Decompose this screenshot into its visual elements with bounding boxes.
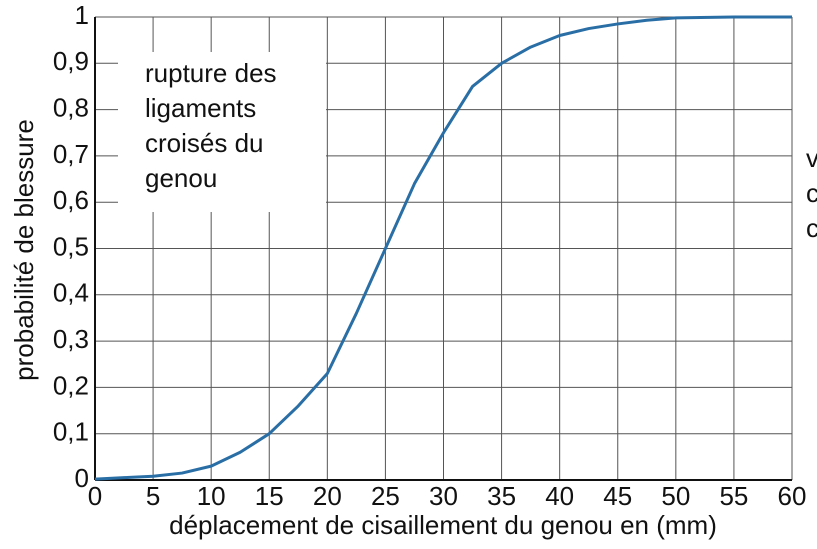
x-tick-label: 35 (487, 481, 516, 511)
annotation: ligaments (145, 93, 256, 123)
side-text: v (806, 143, 817, 173)
y-tick-label: 0,1 (53, 417, 89, 447)
x-tick-label: 45 (603, 481, 632, 511)
side-text: c (806, 178, 817, 208)
y-tick-label: 0,4 (53, 278, 89, 308)
x-tick-label: 15 (255, 481, 284, 511)
x-tick-label: 20 (313, 481, 342, 511)
x-tick-label: 0 (88, 481, 102, 511)
annotation: genou (145, 163, 217, 193)
annotation: croisés du (145, 128, 264, 158)
curve (94, 15, 792, 481)
annotation: rupture des (145, 58, 277, 88)
x-tick-label: 30 (429, 481, 458, 511)
y-tick-label: 0,7 (53, 139, 89, 169)
x-tick-label: 25 (371, 481, 400, 511)
side-text: c (806, 213, 817, 243)
x-tick-label: 55 (719, 481, 748, 511)
annotation-box (118, 52, 326, 212)
y-tick-label: 0,3 (53, 324, 89, 354)
x-tick-label: 10 (197, 481, 226, 511)
y-axis-label: probabilité de blessure (9, 119, 39, 381)
y-tick-label: 0 (75, 463, 89, 493)
y-tick-label: 0,9 (53, 46, 89, 76)
x-tick-label: 60 (778, 481, 807, 511)
y-tick-label: 0,5 (53, 231, 89, 261)
x-axis-label: déplacement de cisaillement du genou en … (169, 510, 717, 540)
y-tick-label: 0,2 (53, 370, 89, 400)
x-tick-label: 50 (661, 481, 690, 511)
y-tick-label: 1 (75, 0, 89, 30)
y-tick-label: 0,6 (53, 185, 89, 215)
x-tick-label: 40 (545, 481, 574, 511)
x-tick-label: 5 (146, 481, 160, 511)
y-tick-label: 0,8 (53, 92, 89, 122)
